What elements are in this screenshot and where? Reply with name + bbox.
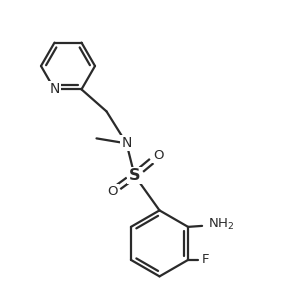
Text: O: O — [153, 149, 164, 162]
Text: F: F — [202, 253, 210, 266]
Text: N: N — [49, 82, 60, 96]
Text: N: N — [121, 137, 132, 150]
Text: S: S — [129, 168, 140, 183]
Text: O: O — [107, 185, 118, 198]
Text: NH$_2$: NH$_2$ — [208, 217, 234, 232]
